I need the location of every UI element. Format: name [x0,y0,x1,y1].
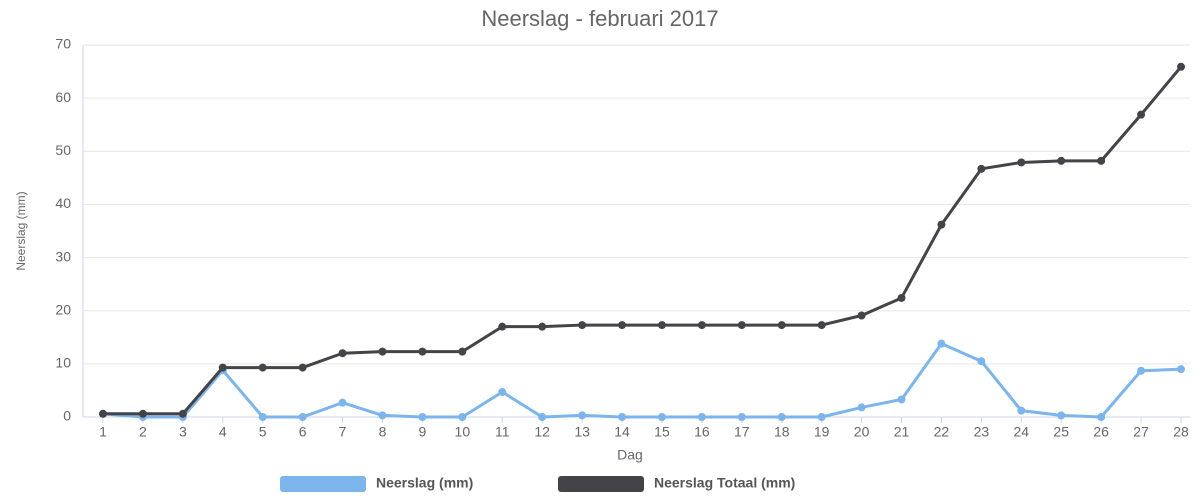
data-point [418,347,427,356]
data-point [657,321,666,330]
x-tick-label: 8 [379,424,387,440]
data-point [458,413,467,421]
y-tick-label: 30 [55,248,71,264]
data-point [498,388,507,397]
data-point [338,398,347,407]
x-tick-label: 11 [495,424,510,440]
x-tick-label: 21 [894,424,910,440]
y-tick-label: 10 [55,355,71,371]
data-point [977,357,986,366]
series-line [103,65,1183,416]
data-point [538,413,547,421]
data-point [1137,366,1146,375]
data-point [338,349,347,358]
x-tick-label: 13 [574,424,590,440]
data-point [1177,62,1185,71]
x-tick-label: 28 [1173,424,1189,440]
data-point [1057,411,1066,420]
data-point [737,321,746,330]
data-point [1177,365,1185,374]
data-point [378,411,387,420]
x-tick-label: 22 [934,424,950,440]
data-point [697,321,706,330]
legend-swatch [280,476,366,492]
y-tick-label: 60 [55,89,71,105]
data-point [258,413,267,421]
x-tick-label: 5 [259,424,267,440]
data-point [618,413,627,421]
data-point [1097,156,1106,165]
x-tick-label: 4 [219,424,227,440]
x-tick-label: 1 [99,424,107,440]
data-point [977,164,986,173]
y-tick-label: 40 [55,195,71,211]
data-point [618,321,627,330]
data-point [298,363,307,372]
x-tick-label: 19 [814,424,830,440]
data-point [1017,406,1026,415]
data-point [218,363,227,372]
data-point [1137,110,1146,119]
x-tick-label: 26 [1093,424,1109,440]
data-point [657,413,666,421]
data-point [897,293,906,302]
x-tick-label: 20 [854,424,870,440]
data-point [1057,156,1066,165]
x-tick-label: 24 [1014,424,1030,440]
legend-label: Neerslag Totaal (mm) [654,475,795,491]
data-point [697,413,706,421]
x-tick-label: 3 [179,424,187,440]
legend-swatch [558,476,644,492]
data-point [1097,413,1106,421]
x-tick-label: 9 [419,424,427,440]
data-point [777,321,786,330]
x-tick-label: 2 [139,424,147,440]
data-point [1017,158,1026,167]
x-tick-label: 15 [654,424,670,440]
data-point [897,395,906,404]
x-tick-label: 16 [694,424,710,440]
x-tick-label: 14 [614,424,630,440]
x-tick-label: 10 [455,424,471,440]
x-tick-label: 12 [534,424,550,440]
x-tick-label: 25 [1053,424,1069,440]
data-point [578,411,587,420]
data-point [138,409,147,418]
data-point [298,413,307,421]
x-tick-label: 27 [1133,424,1149,440]
chart-title: Neerslag - februari 2017 [481,6,718,31]
data-point [458,347,467,356]
data-point [937,339,946,348]
data-point [498,322,507,331]
data-point [817,321,826,330]
data-point [857,311,866,320]
y-tick-label: 20 [55,301,71,317]
y-tick-label: 50 [55,142,71,158]
data-point [737,413,746,421]
data-point [418,413,427,421]
y-tick-label: 0 [63,408,71,424]
legend-label: Neerslag (mm) [376,475,473,491]
data-point [578,321,587,330]
data-point [777,413,786,421]
data-point [857,403,866,412]
x-tick-label: 7 [339,424,347,440]
series-line [102,342,1182,419]
y-axis-label: Neerslag (mm) [14,191,28,270]
data-point [178,409,187,418]
data-point [538,322,547,331]
x-axis-label: Dag [617,447,643,463]
y-tick-label: 70 [55,36,71,52]
data-point [99,409,107,418]
data-point [378,347,387,356]
x-tick-label: 17 [734,424,750,440]
x-tick-label: 6 [299,424,307,440]
x-tick-label: 23 [974,424,990,440]
x-tick-label: 18 [774,424,790,440]
data-point [937,220,946,229]
data-point [258,363,267,372]
data-point [817,413,826,421]
